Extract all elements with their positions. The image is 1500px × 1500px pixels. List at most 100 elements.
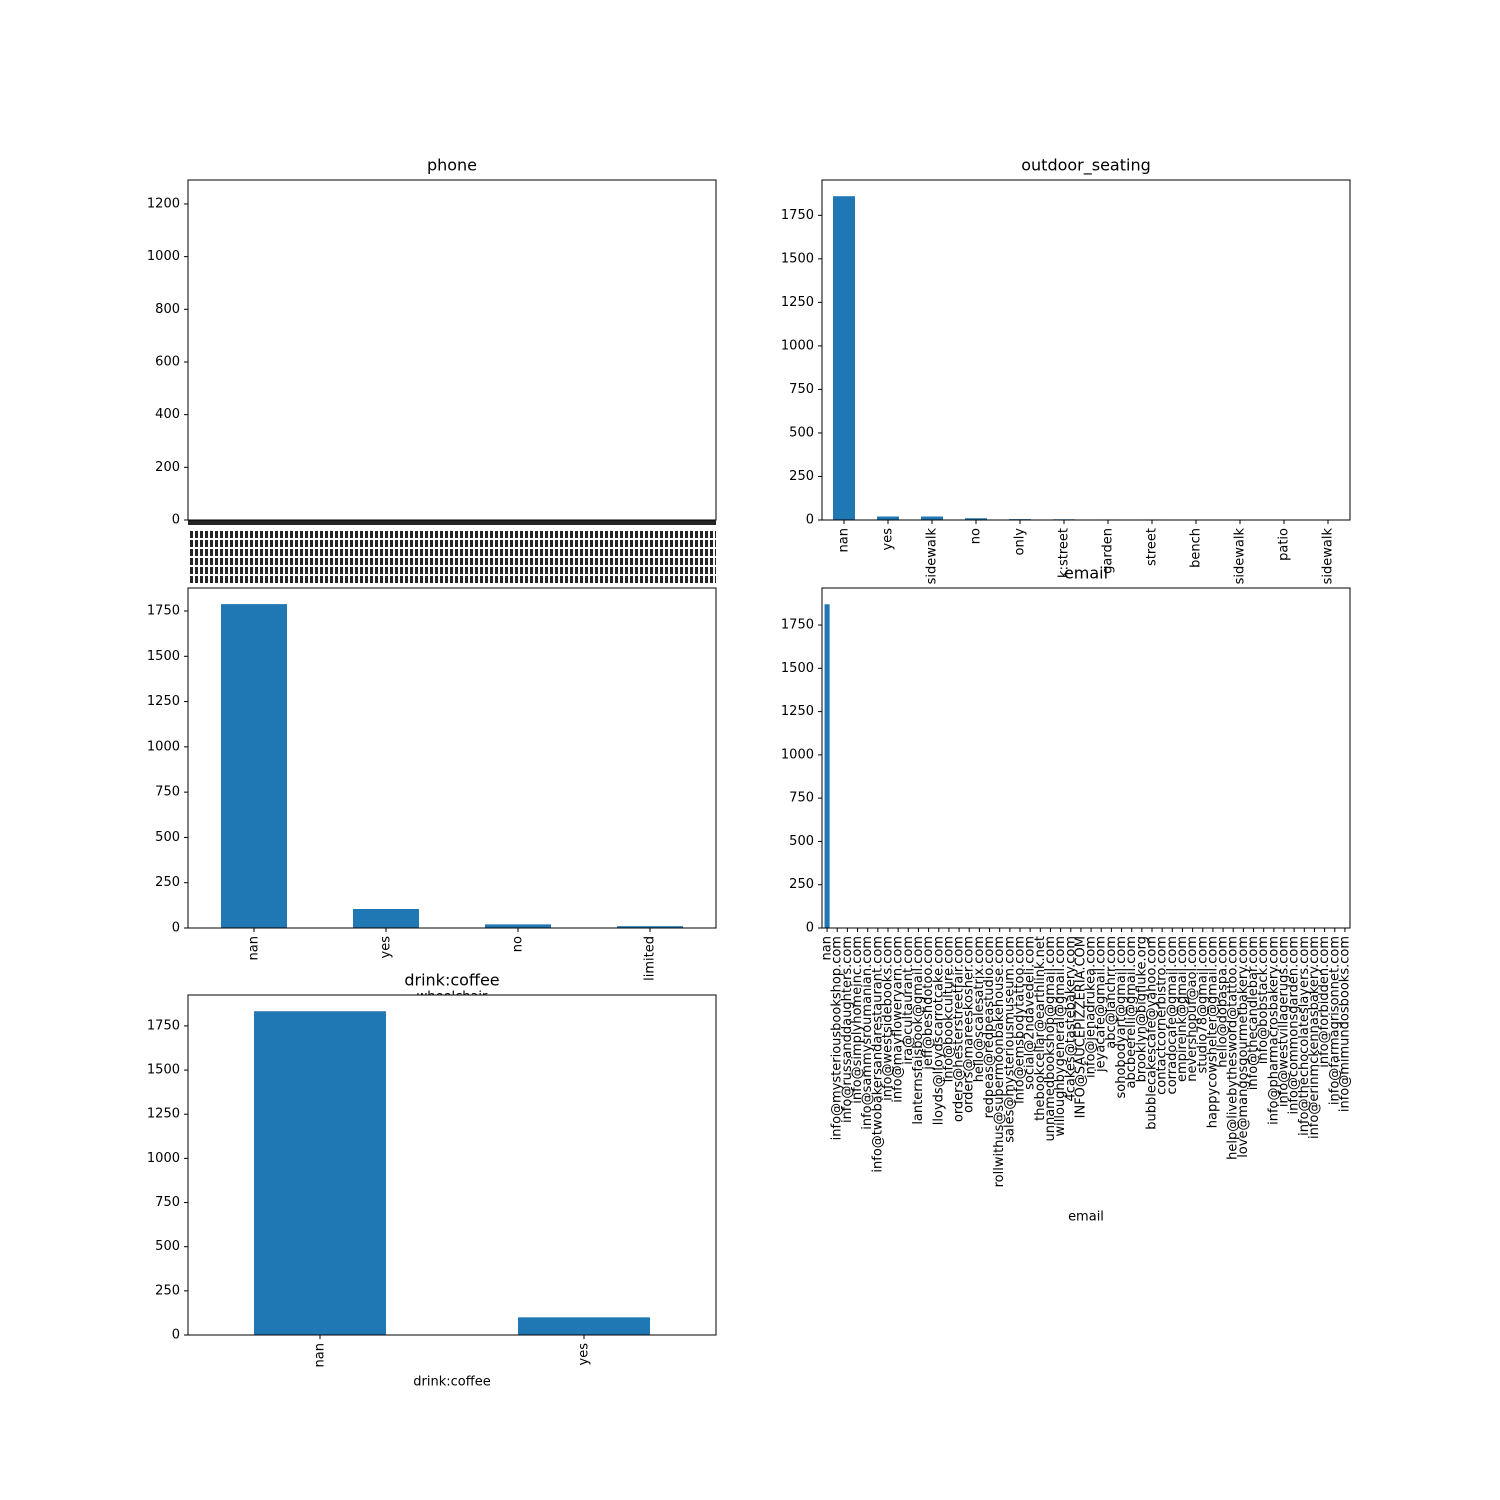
y-tick-label: 1000 — [147, 739, 180, 754]
x-tick-label: info@pharmacrosbakery.com — [1266, 936, 1281, 1125]
x-tick-label: nevershopuf@aol.com — [1185, 936, 1200, 1082]
x-axis-label: drink:coffee — [413, 1375, 490, 1390]
axes-frame — [821, 179, 1351, 521]
x-tick-label: info@bobstack.com — [1256, 936, 1271, 1064]
x-tick-label: help@livebythesword@tattoo.com — [1226, 936, 1241, 1160]
x-tick-label: abc@lanchrr.com — [1104, 936, 1119, 1049]
y-tick-label: 600 — [155, 354, 180, 369]
axes-background — [822, 588, 1350, 928]
x-tick-label: hello@dobaspa.com — [1216, 936, 1231, 1068]
x-tick-label: sales@mysteriousmuseum.com — [1002, 936, 1017, 1143]
x-tick-label: sidewalk — [925, 528, 940, 585]
x-tick-label: sidewalk — [1321, 528, 1336, 585]
x-tick-label: empireink@gmail.com — [1175, 936, 1190, 1082]
x-tick-label: bench — [1189, 528, 1204, 568]
y-tick-label: 750 — [155, 1195, 180, 1210]
bar — [353, 908, 419, 928]
x-tick-label: info@twobakersandarestaurant.com — [870, 936, 885, 1173]
x-tick-label: info@sammysroumanian.com — [860, 936, 875, 1130]
y-tick-label: 0 — [806, 921, 814, 936]
y-tick-label: 0 — [806, 513, 814, 528]
y-tick-label: 250 — [155, 1283, 180, 1298]
x-tick-label: lloyds@lloydscarrotcake.com — [931, 936, 946, 1125]
x-tick-label: love@mangosgourmetbakery.com — [1236, 936, 1251, 1158]
x-tick-label: no — [969, 528, 984, 544]
x-tick-label: info@thechocolateslayers.com — [1297, 936, 1312, 1136]
x-tick-label: willoughbygeneral@gmail.com — [1053, 936, 1068, 1137]
y-tick-label: 1750 — [781, 618, 814, 633]
axes-frame — [187, 587, 717, 929]
chart-title: phone — [427, 156, 477, 175]
bar — [921, 516, 943, 520]
y-tick-label: 500 — [789, 425, 814, 440]
x-tick-label: brooklyn@bigfluke.org — [1134, 936, 1149, 1082]
x-tick-label: contactcornerbistro.com — [1155, 936, 1170, 1095]
bar — [824, 604, 830, 928]
y-tick-label: 1250 — [781, 704, 814, 719]
y-tick-label: 500 — [155, 830, 180, 845]
x-tick-label: 4cakes@tastebakery.com — [1063, 936, 1078, 1102]
bar — [518, 1317, 650, 1335]
x-tick-label: k:street — [1057, 528, 1072, 578]
y-tick-label: 0 — [172, 1328, 180, 1343]
x-tick-label: abcbeerelli@gmail.com — [1124, 936, 1139, 1089]
x-tick-label: hello@scalesatrix.com — [972, 936, 987, 1082]
phone-tick-clutter — [188, 520, 716, 585]
x-tick-label: info@mysteriousbookshop.com — [830, 936, 845, 1140]
bar — [833, 196, 855, 520]
x-tick-label: studio78@gmail.com — [1195, 936, 1210, 1073]
x-tick-label: info@bookculture.com — [941, 936, 956, 1082]
x-tick-label: jeyacafe@gmail.com — [1094, 936, 1109, 1073]
y-tick-label: 250 — [155, 875, 180, 890]
x-tick-label: ira@cultaurant.com — [901, 936, 916, 1065]
x-tick-label: bubblecakescafe@yahoo.com — [1145, 936, 1160, 1130]
x-tick-label: info@russanddaughters.com — [840, 936, 855, 1123]
y-tick-label: 200 — [155, 460, 180, 475]
x-tick-label: redpeas@redpeastudio.com — [982, 936, 997, 1118]
x-tick-label: sidewalk — [1233, 528, 1248, 585]
y-tick-label: 0 — [172, 513, 180, 528]
y-tick-label: 1000 — [147, 249, 180, 264]
x-tick-label: yes — [379, 936, 394, 959]
y-tick-label: 1750 — [781, 208, 814, 223]
bar — [617, 926, 683, 928]
bar — [254, 1011, 386, 1335]
x-tick-label: street — [1145, 528, 1160, 566]
bar — [877, 516, 899, 520]
chart-title: drink:coffee — [404, 971, 499, 990]
axes-frame — [821, 587, 1351, 929]
axes-background — [822, 180, 1350, 520]
y-tick-label: 250 — [789, 469, 814, 484]
x-tick-label: orders@mareeskosher.com — [962, 936, 977, 1113]
x-axis-label: email — [1068, 1210, 1104, 1225]
x-tick-label: thebookcellar@earthlink.net — [1033, 936, 1048, 1121]
x-tick-label: unnamedbookshop@gmail.com — [1043, 936, 1058, 1142]
x-tick-label: corradocafe@gmail.com — [1165, 936, 1180, 1094]
tick-band — [188, 520, 716, 525]
x-tick-label: nan — [820, 936, 835, 960]
x-tick-label: no — [511, 936, 526, 952]
x-tick-label: happycowshelter@gmail.com — [1205, 936, 1220, 1128]
y-tick-label: 800 — [155, 302, 180, 317]
x-tick-label: sohobodyart@gmail.com — [1114, 936, 1129, 1098]
y-tick-label: 500 — [155, 1239, 180, 1254]
x-tick-label: info@emsbodytattoo.com — [1013, 936, 1028, 1104]
x-tick-label: info@mimundosbooks.com — [1337, 936, 1352, 1112]
y-tick-label: 500 — [789, 834, 814, 849]
x-tick-label: info@erinmckennasbakery.com — [1307, 936, 1322, 1139]
y-tick-label: 1000 — [781, 338, 814, 353]
x-tick-label: info@simplyhomeinc.com — [850, 936, 865, 1104]
y-tick-label: 1750 — [147, 604, 180, 619]
y-tick-label: 0 — [172, 921, 180, 936]
x-tick-label: info@mayfloweryarn.com — [891, 936, 906, 1103]
y-tick-label: 1500 — [147, 1063, 180, 1078]
x-tick-label: garden — [1101, 528, 1116, 574]
x-tick-label: info@forbidden.com — [1317, 936, 1332, 1068]
y-tick-label: 1500 — [781, 661, 814, 676]
y-tick-label: 1000 — [781, 747, 814, 762]
x-tick-label: only — [1013, 528, 1028, 556]
x-tick-label: yes — [577, 1343, 592, 1366]
x-tick-label: jeff@beshdotoo.com — [921, 936, 936, 1071]
x-tick-label: nan — [837, 528, 852, 552]
